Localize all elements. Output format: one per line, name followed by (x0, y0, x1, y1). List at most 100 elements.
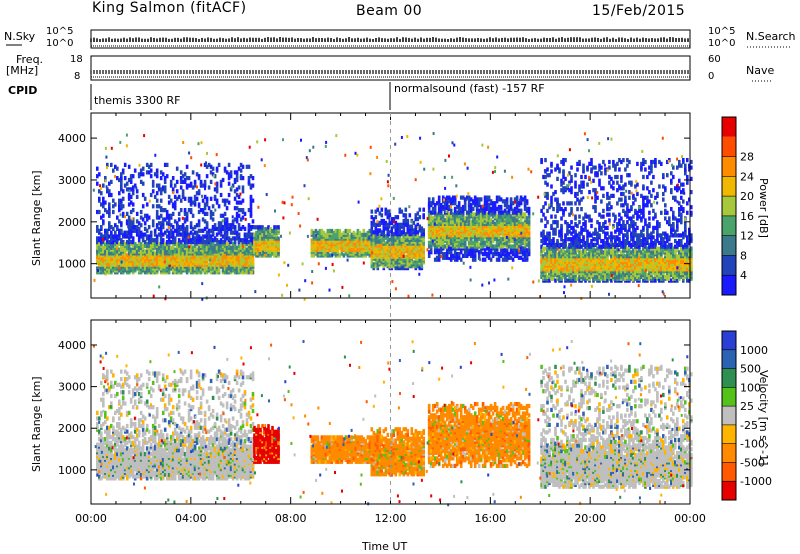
data-cell (455, 204, 459, 210)
data-cell (505, 257, 509, 262)
data-cell (560, 207, 563, 212)
data-cell (213, 174, 217, 179)
data-cell (116, 176, 119, 181)
data-cell (139, 179, 143, 184)
data-cell (441, 214, 445, 219)
data-cell (106, 228, 109, 233)
data-cell (98, 172, 101, 177)
data-cell (275, 225, 278, 230)
data-cell (558, 203, 561, 208)
data-cell (386, 245, 390, 250)
data-cell (179, 185, 183, 190)
data-cell (205, 221, 209, 226)
data-cell (402, 247, 406, 252)
data-cell (145, 266, 149, 271)
data-cell (139, 241, 143, 247)
data-cell (239, 241, 243, 247)
data-cell (167, 249, 171, 254)
data-cell (185, 225, 189, 230)
data-cell (467, 214, 471, 219)
data-cell (235, 187, 239, 192)
data-cell (477, 227, 481, 232)
data-cell (213, 194, 217, 199)
data-cell (167, 219, 171, 224)
data-cell (273, 253, 276, 258)
data-cell (203, 219, 207, 224)
data-cell (213, 243, 217, 248)
data-cell (217, 221, 221, 226)
data-cell (197, 245, 201, 250)
data-cell (106, 232, 109, 237)
data-cell (219, 232, 223, 237)
data-cell (548, 205, 551, 210)
data-cell (221, 240, 225, 245)
data-cell (562, 242, 565, 247)
data-cell (564, 250, 567, 255)
data-cell (540, 158, 543, 163)
data-cell (229, 226, 233, 231)
data-cell (153, 241, 157, 247)
data-cell (374, 230, 378, 235)
data-cell (149, 268, 153, 273)
data-cell (380, 256, 384, 261)
data-cell (503, 248, 507, 253)
data-cell (556, 252, 559, 257)
data-cell (149, 230, 153, 235)
data-cell (191, 185, 195, 190)
data-cell (187, 176, 191, 181)
data-cell (368, 228, 372, 234)
data-cell (177, 194, 181, 199)
data-cell (322, 230, 326, 235)
data-cell (384, 241, 388, 246)
data-cell (185, 164, 189, 169)
data-cell (386, 209, 390, 214)
data-cell (167, 245, 171, 250)
data-cell (473, 195, 477, 200)
data-cell (487, 242, 491, 247)
data-cell (131, 225, 135, 230)
data-cell (422, 207, 425, 212)
data-cell (473, 201, 477, 206)
data-cell (102, 219, 105, 224)
data-cell (556, 220, 559, 225)
data-cell (137, 234, 141, 239)
data-cell (179, 208, 183, 213)
data-cell (378, 243, 382, 248)
data-cell (121, 168, 125, 173)
data-cell (443, 252, 447, 257)
data-cell (489, 257, 493, 262)
data-cell (427, 253, 431, 258)
data-cell (447, 195, 451, 200)
data-cell (523, 238, 527, 243)
data-cell (382, 218, 386, 224)
data-cell (237, 226, 241, 231)
data-cell (247, 164, 251, 169)
data-cell (108, 240, 111, 245)
data-cell (550, 259, 553, 264)
data-cell (159, 176, 163, 181)
data-cell (445, 195, 449, 200)
data-cell (155, 223, 159, 228)
data-cell (554, 214, 557, 219)
data-cell (491, 252, 495, 257)
data-cell (402, 237, 406, 242)
data-cell (342, 253, 346, 258)
data-cell (131, 185, 135, 190)
data-cell (560, 231, 563, 236)
data-cell (175, 225, 179, 230)
data-cell (433, 203, 437, 208)
data-cell (129, 209, 133, 215)
data-cell (562, 169, 565, 174)
data-cell (100, 232, 103, 237)
data-cell (519, 223, 523, 228)
data-cell (155, 191, 159, 196)
data-cell (96, 249, 99, 254)
data-cell (554, 231, 557, 236)
data-cell (163, 255, 167, 260)
data-cell (100, 191, 103, 196)
data-cell (120, 245, 123, 250)
data-cell (527, 231, 531, 236)
data-cell (229, 245, 233, 250)
data-cell (467, 208, 471, 213)
data-cell (197, 234, 201, 239)
